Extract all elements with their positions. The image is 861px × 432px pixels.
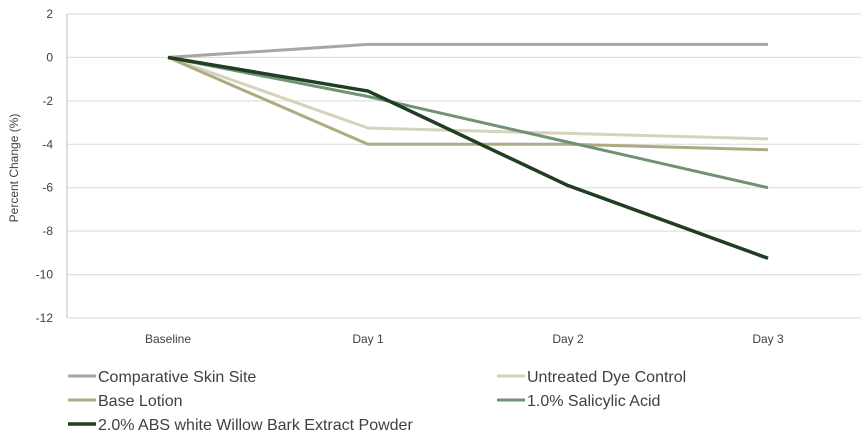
series-line [167, 56, 769, 152]
y-tick-label: 0 [46, 50, 53, 64]
x-tick-label: Day 3 [752, 332, 784, 346]
series-line [167, 42, 768, 59]
y-axis-title: Percent Change (%) [7, 114, 21, 223]
legend-label: Comparative Skin Site [98, 369, 256, 386]
y-tick-label: 2 [46, 7, 53, 21]
tick-labels: 2 0 -2 -4 -6 -8 -10 -12 Baseline Day 1 Day 2 Day 3 [36, 7, 784, 346]
legend-label: Base Lotion [98, 393, 183, 410]
legend-label: Untreated Dye Control [527, 369, 686, 386]
y-tick-label: -10 [36, 268, 54, 282]
y-tick-label: -8 [42, 224, 53, 238]
series-lines [167, 42, 769, 260]
x-tick-label: Day 1 [352, 332, 384, 346]
y-tick-label: -2 [42, 94, 53, 108]
y-tick-label: -4 [42, 137, 53, 151]
y-tick-label: -12 [36, 311, 54, 325]
legend-label: 1.0% Salicylic Acid [527, 393, 660, 410]
legend: Comparative Skin Site Untreated Dye Contr… [68, 369, 686, 432]
y-tick-label: -6 [42, 181, 53, 195]
series-line [167, 55, 769, 190]
x-tick-label: Baseline [145, 332, 191, 346]
legend-label: 2.0% ABS white Willow Bark Extract Powde… [98, 417, 413, 432]
gridlines [67, 13, 861, 319]
x-tick-label: Day 2 [552, 332, 584, 346]
series-line [167, 55, 769, 260]
series-line [167, 56, 769, 141]
